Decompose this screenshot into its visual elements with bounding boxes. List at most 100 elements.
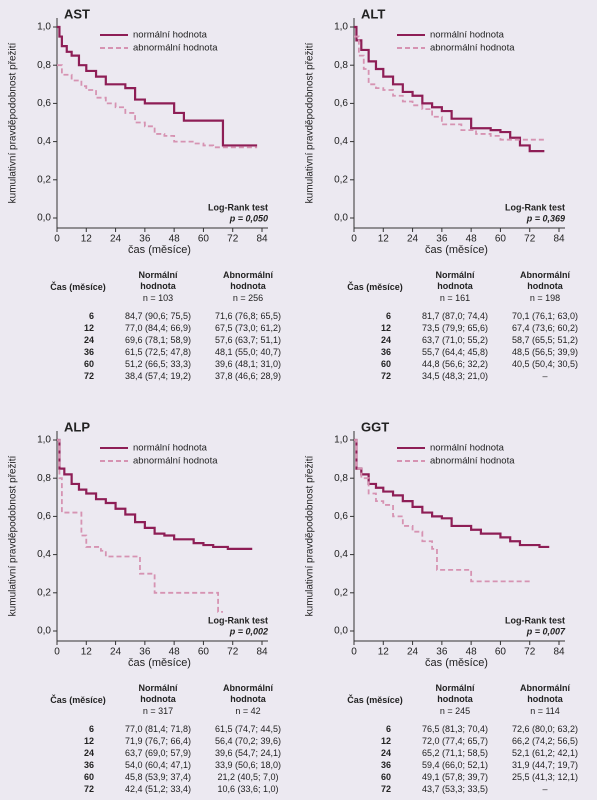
- row-time: 12: [83, 323, 94, 333]
- table-cell: 33,9 (50,6; 18,0): [214, 760, 282, 770]
- y-tick-label: 0,8: [37, 60, 51, 71]
- column-n: n = 103: [142, 293, 174, 303]
- x-tick-label: 0: [351, 234, 357, 245]
- x-axis-label: čas (měsíce): [128, 657, 191, 669]
- table-cell: 70,1 (76,1; 63,0): [511, 311, 579, 321]
- survival-curve: [57, 439, 223, 613]
- y-tick-label: 0,4: [37, 549, 51, 560]
- x-tick-label: 60: [198, 647, 210, 658]
- row-time: 24: [380, 335, 391, 345]
- row-time: 12: [380, 736, 391, 746]
- table-header: Čas (měsíce): [50, 695, 106, 705]
- column-title: Normální hodnota: [138, 683, 178, 704]
- y-tick-label: 0,2: [334, 174, 348, 185]
- legend-label: abnormální hodnota: [430, 456, 515, 467]
- table-cell: 63,7 (71,0; 55,2): [421, 335, 489, 345]
- row-time: 72: [380, 371, 391, 381]
- legend-label: normální hodnota: [430, 443, 505, 454]
- x-tick-label: 72: [524, 647, 536, 658]
- legend-label: abnormální hodnota: [430, 43, 515, 54]
- x-tick-label: 24: [407, 647, 419, 658]
- x-axis-label: čas (měsíce): [128, 244, 191, 256]
- row-time: 36: [380, 347, 391, 357]
- x-tick-label: 84: [256, 647, 268, 658]
- row-time: 6: [385, 724, 391, 734]
- legend-label: abnormální hodnota: [133, 456, 218, 467]
- x-tick-label: 24: [407, 234, 419, 245]
- y-tick-label: 0,0: [334, 626, 348, 637]
- table-cell: 71,9 (76,7; 66,4): [124, 736, 192, 746]
- y-axis-label: kumulativní pravděpodobnost přežití: [8, 42, 19, 203]
- column-n: n = 42: [235, 706, 261, 716]
- table-cell: 42,4 (51,2; 33,4): [124, 784, 192, 794]
- column-n: n = 161: [439, 293, 471, 303]
- table-cell: 43,7 (53,3; 33,5): [421, 784, 489, 794]
- annotation: Log-Rank test: [208, 615, 268, 625]
- table-cell: 56,4 (70,2; 39,6): [214, 736, 282, 746]
- table-cell: 72,6 (80,0; 63,2): [511, 724, 579, 734]
- legend-label: normální hodnota: [133, 30, 208, 41]
- x-tick-label: 72: [227, 234, 239, 245]
- survival-curve: [57, 25, 258, 147]
- table-cell: 73,5 (79,9; 65,6): [421, 323, 489, 333]
- row-time: 6: [88, 311, 94, 321]
- row-time: 24: [83, 748, 94, 758]
- y-tick-label: 0,0: [334, 213, 348, 224]
- table-cell: 58,7 (65,5; 51,2): [511, 335, 579, 345]
- table-cell: 63,7 (69,0; 57,9): [124, 748, 192, 758]
- legend-label: normální hodnota: [430, 30, 505, 41]
- y-tick-label: 0,8: [37, 473, 51, 484]
- x-tick-label: 36: [436, 647, 448, 658]
- table-cell: 48,1 (55,0; 40,7): [214, 347, 282, 357]
- p-value: p = 0,369: [526, 213, 565, 223]
- table-header: Čas (měsíce): [347, 282, 403, 292]
- y-tick-label: 1,0: [37, 22, 51, 33]
- table-cell: 76,5 (81,3; 70,4): [421, 724, 489, 734]
- table-cell: 34,5 (48,3; 21,0): [421, 371, 489, 381]
- x-tick-label: 60: [495, 234, 507, 245]
- x-tick-label: 84: [256, 234, 268, 245]
- y-axis-label: kumulativní pravděpodobnost přežití: [305, 42, 316, 203]
- x-tick-label: 48: [169, 234, 181, 245]
- table-cell: 40,5 (50,4; 30,5): [511, 359, 579, 369]
- column-title: Abnormální hodnota: [222, 683, 273, 704]
- x-tick-label: 0: [54, 647, 60, 658]
- table-cell: 55,7 (64,4; 45,8): [421, 347, 489, 357]
- x-tick-label: 36: [436, 234, 448, 245]
- row-time: 36: [83, 347, 94, 357]
- x-tick-label: 36: [139, 647, 151, 658]
- x-tick-label: 84: [553, 647, 565, 658]
- table-cell: 77,0 (84,4; 66,9): [124, 323, 192, 333]
- y-tick-label: 0,2: [37, 174, 51, 185]
- table-cell: 25,5 (41,3; 12,1): [511, 772, 579, 782]
- table-header: Čas (měsíce): [50, 282, 106, 292]
- table-cell: 54,0 (60,4; 47,1): [124, 760, 192, 770]
- column-title: Normální hodnota: [435, 270, 475, 291]
- x-tick-label: 84: [553, 234, 565, 245]
- chart-title: GGT: [361, 419, 389, 434]
- survival-curve: [354, 35, 545, 141]
- survival-curve: [354, 25, 545, 153]
- x-tick-label: 60: [495, 647, 507, 658]
- table-cell: 57,6 (63,7; 51,1): [214, 335, 282, 345]
- column-title: Abnormální hodnota: [519, 270, 570, 291]
- table-cell: 51,2 (66,5; 33,3): [124, 359, 192, 369]
- table-cell: 61,5 (72,5; 47,8): [124, 347, 192, 357]
- chart-title: AST: [64, 6, 90, 21]
- row-time: 6: [88, 724, 94, 734]
- table-cell: 61,5 (74,7; 44,5): [214, 724, 282, 734]
- x-tick-label: 12: [378, 647, 390, 658]
- column-n: n = 317: [142, 706, 174, 716]
- row-time: 60: [83, 772, 94, 782]
- x-tick-label: 12: [81, 647, 93, 658]
- table-cell: 84,7 (90,6; 75,5): [124, 311, 192, 321]
- table-cell: 48,5 (56,5; 39,9): [511, 347, 579, 357]
- x-tick-label: 72: [524, 234, 536, 245]
- annotation: Log-Rank test: [505, 615, 565, 625]
- x-tick-label: 48: [169, 647, 181, 658]
- x-tick-label: 0: [351, 647, 357, 658]
- x-tick-label: 72: [227, 647, 239, 658]
- table-cell: 10,6 (33,6; 1,0): [217, 784, 279, 794]
